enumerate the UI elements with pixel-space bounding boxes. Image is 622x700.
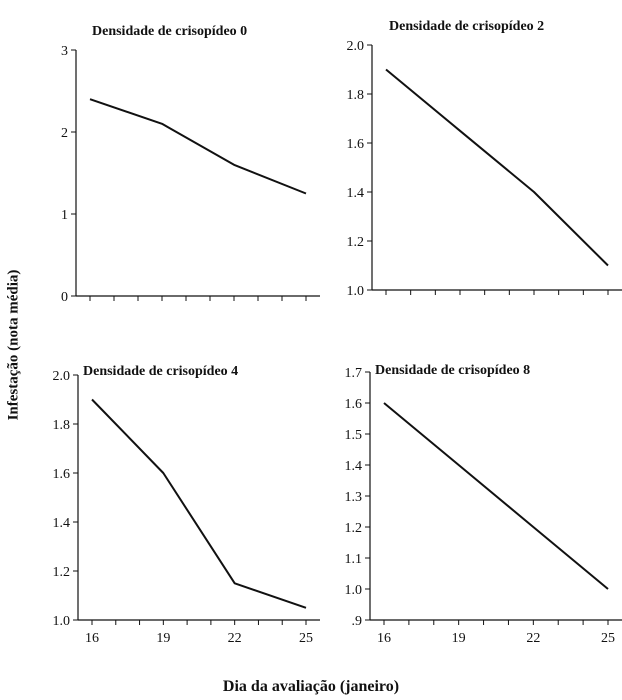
x-tick-label: 25 xyxy=(601,631,615,646)
y-tick-label: 1.6 xyxy=(345,397,363,412)
y-tick-label: 1.0 xyxy=(345,583,363,598)
y-tick-label: 1.2 xyxy=(53,565,71,580)
y-tick-label: 2.0 xyxy=(53,369,71,384)
x-tick-label: 16 xyxy=(377,631,391,646)
chart-panel-4: .9 1.0 1.1 1.2 1.3 1.4 1.5 1.6 1.7 16 19 22 25 Densid… xyxy=(345,363,622,646)
y-tick-label: 1.1 xyxy=(345,552,363,567)
y-tick-label: 1.4 xyxy=(53,516,71,531)
y-tick-label: 1.8 xyxy=(347,88,365,103)
series-line xyxy=(91,398,307,609)
series-line xyxy=(89,98,307,195)
series-line xyxy=(383,402,609,590)
y-tick-label: 1.5 xyxy=(345,428,363,443)
panel-title: Densidade de crisopídeo 2 xyxy=(389,19,544,34)
chart-panel-3: 1.0 1.2 1.4 1.6 1.8 2.0 16 19 22 25 Densidade de c… xyxy=(53,364,320,646)
y-tick-label: 1.3 xyxy=(345,490,363,505)
y-tick-label: 1.6 xyxy=(347,137,365,152)
y-tick-label: 1.4 xyxy=(345,459,363,474)
x-axis-label: Dia da avaliação (janeiro) xyxy=(222,678,400,695)
y-tick-label: .9 xyxy=(352,614,363,629)
y-tick-label: 1 xyxy=(61,208,68,223)
y-tick-label: 1.2 xyxy=(345,521,363,536)
y-tick-label: 1.2 xyxy=(347,235,365,250)
panel-title: Densidade de crisopídeo 4 xyxy=(83,364,238,379)
x-tick-label: 19 xyxy=(156,631,170,646)
y-tick-label: 0 xyxy=(61,290,68,305)
y-tick-label: 3 xyxy=(61,44,68,59)
x-tick-label: 22 xyxy=(526,631,540,646)
x-tick-label: 19 xyxy=(452,631,466,646)
x-tick-label: 25 xyxy=(299,631,313,646)
y-tick-label: 1.0 xyxy=(347,284,365,299)
y-tick-label: 1.0 xyxy=(53,614,71,629)
series-line xyxy=(385,68,609,267)
panel-title: Densidade de crisopídeo 8 xyxy=(375,363,530,378)
x-tick-label: 16 xyxy=(85,631,99,646)
panel-title: Densidade de crisopídeo 0 xyxy=(92,24,247,39)
y-tick-label: 2.0 xyxy=(347,39,365,54)
y-tick-label: 1.7 xyxy=(345,366,363,381)
y-tick-label: 1.6 xyxy=(53,467,71,482)
chart-panel-1: 0 1 2 3 Densidade de crisopídeo 0 xyxy=(61,24,320,305)
y-tick-label: 1.8 xyxy=(53,418,71,433)
y-tick-label: 2 xyxy=(61,126,68,141)
y-tick-label: 1.4 xyxy=(347,186,365,201)
x-tick-label: 22 xyxy=(228,631,242,646)
chart-panel-2: 1.0 1.2 1.4 1.6 1.8 2.0 Densidade de crisopíde… xyxy=(347,19,622,299)
